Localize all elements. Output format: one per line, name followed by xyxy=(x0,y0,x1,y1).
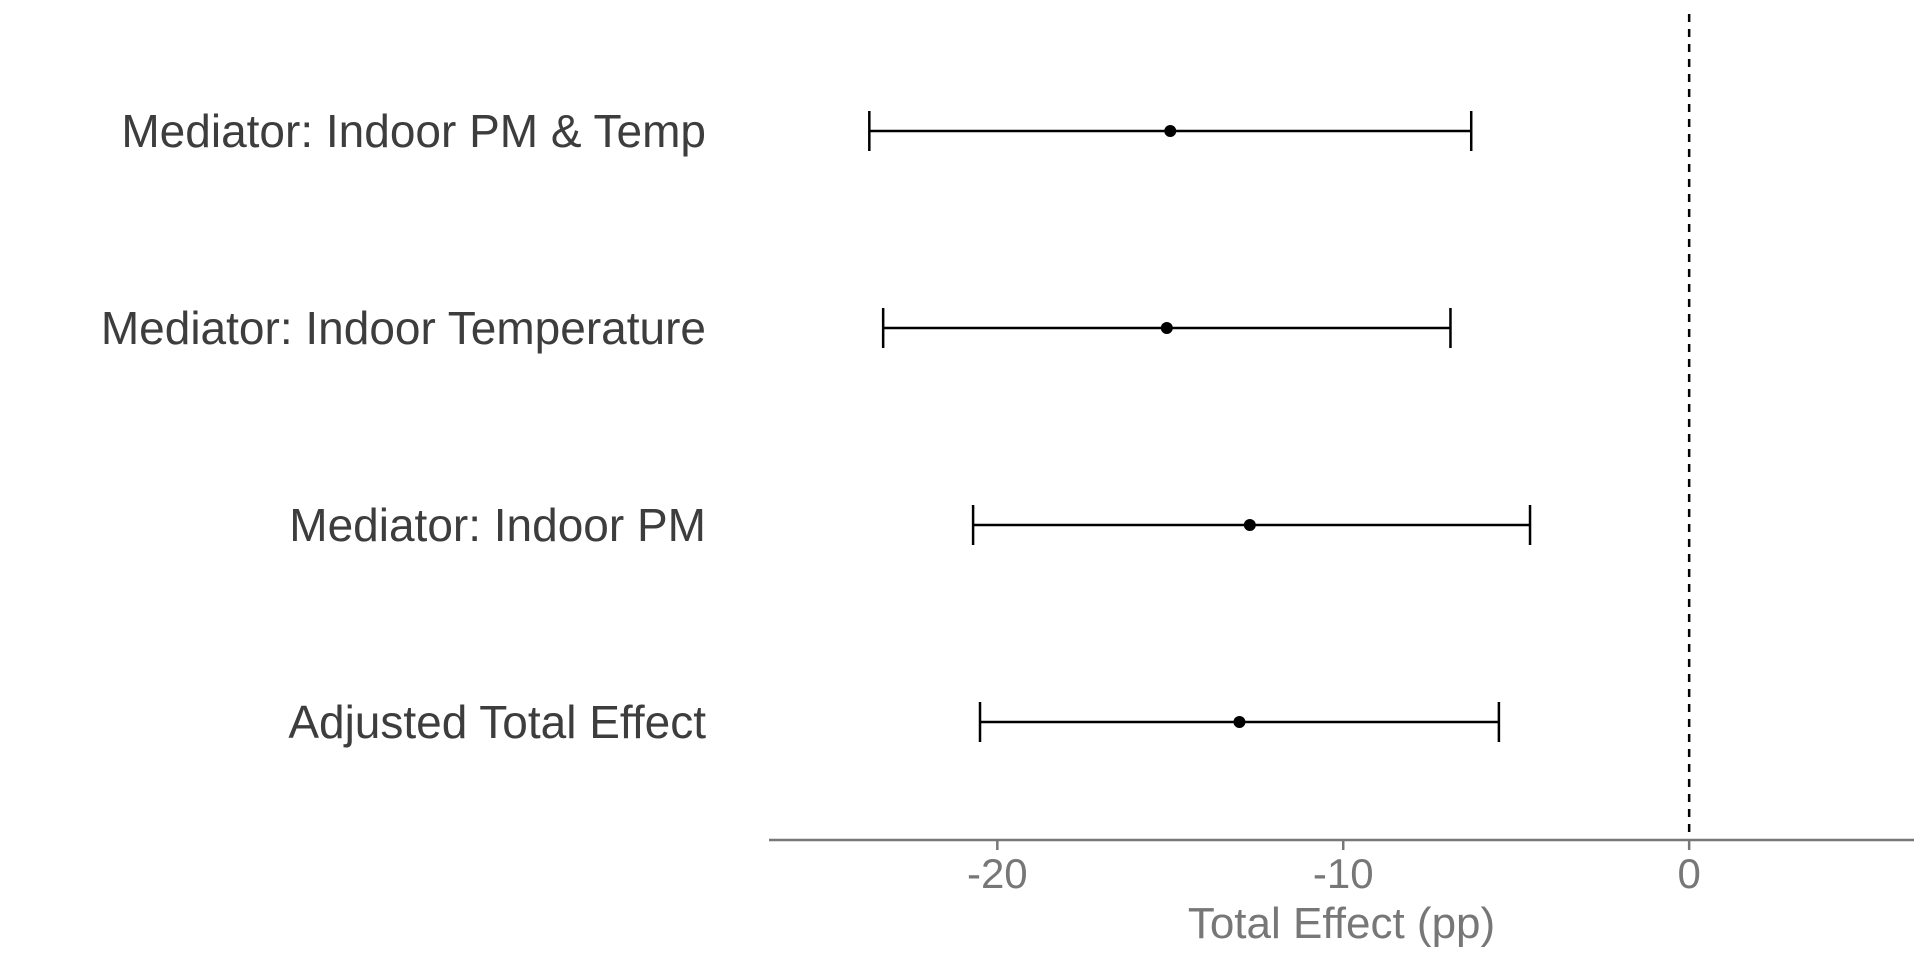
category-label: Mediator: Indoor PM xyxy=(289,499,706,551)
estimate-point xyxy=(1164,125,1177,137)
x-tick-label: 0 xyxy=(1677,850,1700,897)
x-axis-ticks: -20 -10 0 xyxy=(967,840,1701,897)
category-label: Mediator: Indoor PM & Temp xyxy=(121,105,706,157)
forest-row: Adjusted Total Effect xyxy=(288,696,1501,748)
category-label: Mediator: Indoor Temperature xyxy=(101,302,706,354)
x-tick-label: -20 xyxy=(967,850,1028,897)
forest-row: Mediator: Indoor Temperature xyxy=(101,302,1452,354)
estimate-point xyxy=(1243,519,1256,531)
forest-row: Mediator: Indoor PM xyxy=(289,499,1532,551)
estimate-point xyxy=(1160,322,1173,334)
estimate-point xyxy=(1233,716,1246,728)
x-axis-title: Total Effect (pp) xyxy=(1188,899,1495,948)
plot-rows: Mediator: Indoor PM & Temp Mediator: Indo… xyxy=(101,105,1532,748)
forest-row: Mediator: Indoor PM & Temp xyxy=(121,105,1473,157)
category-label: Adjusted Total Effect xyxy=(288,696,706,748)
x-tick-label: -10 xyxy=(1313,850,1374,897)
